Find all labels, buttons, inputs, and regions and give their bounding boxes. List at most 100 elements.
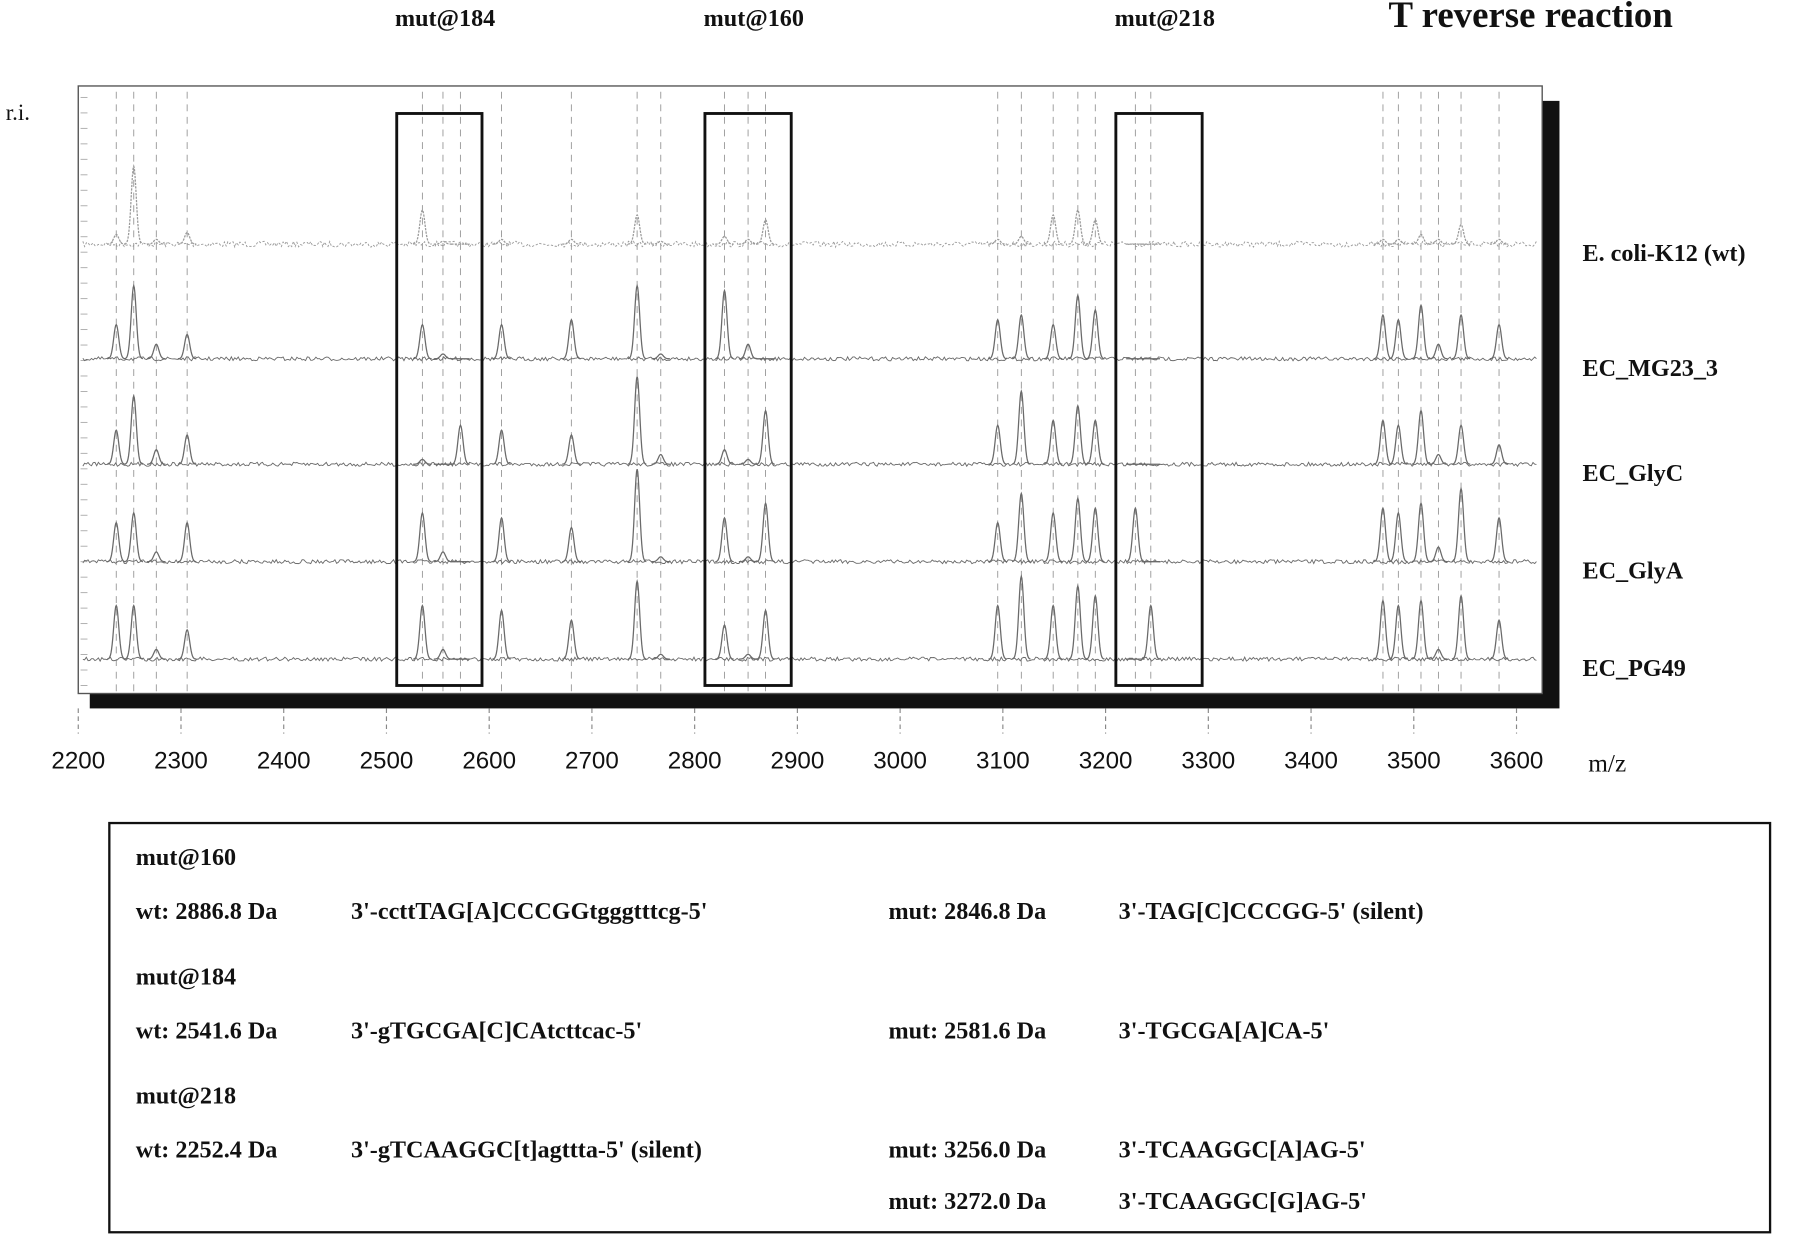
highlight-label: mut@184 <box>395 6 495 32</box>
x-tick-label: 3600 <box>1490 748 1544 775</box>
x-tick-label: 3400 <box>1284 748 1338 775</box>
peak <box>627 376 647 465</box>
x-tick-label: 2300 <box>154 748 208 775</box>
peak <box>1411 598 1431 660</box>
peak <box>1489 238 1509 245</box>
highlight-box <box>395 112 484 687</box>
peak <box>1429 238 1448 245</box>
peak <box>756 409 775 465</box>
x-axis-label: m/z <box>1588 750 1626 778</box>
peak <box>1389 604 1408 660</box>
x-tick-label: 2400 <box>257 748 311 775</box>
x-tick-label: 3000 <box>873 748 927 775</box>
plot-area <box>77 85 1543 695</box>
peak <box>433 353 453 360</box>
peak <box>1411 303 1431 360</box>
peak <box>562 618 581 660</box>
peak <box>715 623 734 660</box>
peak <box>562 433 581 465</box>
peak <box>1043 419 1063 465</box>
peak <box>1068 293 1088 360</box>
peak <box>451 423 470 465</box>
x-tick-label: 3200 <box>1079 748 1133 775</box>
mut-sequence: 3'-TCAAGGC[G]AG-5' <box>1119 1189 1367 1215</box>
peak <box>106 323 126 360</box>
peak <box>106 521 126 563</box>
peak <box>1373 598 1393 660</box>
chart-title: T reverse reaction <box>1389 0 1673 35</box>
peak <box>124 511 143 563</box>
peak <box>413 323 432 360</box>
y-axis-label: r.i. <box>6 100 30 125</box>
peak <box>756 218 775 245</box>
peak <box>1086 419 1105 465</box>
peak <box>1389 238 1408 245</box>
peak <box>1011 491 1031 563</box>
highlight-box <box>703 112 793 687</box>
peak <box>1012 235 1031 245</box>
peak <box>1085 593 1105 660</box>
x-tick-label: 2500 <box>360 748 414 775</box>
peak <box>1085 218 1105 245</box>
peak <box>1411 501 1431 563</box>
peak <box>147 551 166 563</box>
peak <box>988 604 1007 660</box>
peak <box>1043 213 1063 245</box>
peak <box>1011 389 1031 465</box>
peak <box>1068 496 1088 563</box>
peak <box>433 551 453 563</box>
highlight-label: mut@160 <box>704 6 804 32</box>
peak <box>413 604 432 660</box>
baseline-noise <box>82 239 1537 249</box>
peak <box>1012 313 1031 360</box>
peak <box>715 516 734 563</box>
peak <box>1489 323 1509 360</box>
peak <box>107 233 126 245</box>
trace-label: EC_GlyA <box>1582 559 1683 585</box>
trace-label: E. coli-K12 (wt) <box>1582 241 1745 267</box>
peak <box>413 458 432 465</box>
peak <box>1451 486 1471 563</box>
peak <box>106 429 126 465</box>
peak <box>1086 506 1105 563</box>
mut-mass: mut: 3272.0 Da <box>888 1189 1046 1215</box>
peak <box>715 235 734 245</box>
peak <box>492 516 511 563</box>
x-tick-label: 3100 <box>976 748 1030 775</box>
trace-label: EC_PG49 <box>1582 656 1685 682</box>
peak <box>1451 223 1471 245</box>
peak <box>413 209 432 245</box>
peak <box>738 343 758 360</box>
peak <box>1373 419 1393 465</box>
peak <box>1411 409 1431 465</box>
mut-mass: mut: 2581.6 Da <box>888 1018 1046 1044</box>
peak <box>988 521 1008 563</box>
group-title: mut@184 <box>136 964 236 990</box>
baseline-noise <box>82 558 1537 565</box>
baseline-noise <box>82 656 1537 663</box>
x-tick-label: 2700 <box>565 748 619 775</box>
peak <box>1489 443 1509 465</box>
peak <box>738 556 758 563</box>
peak <box>1429 546 1448 563</box>
peak <box>627 469 647 563</box>
peak <box>177 231 197 245</box>
group-title: mut@218 <box>136 1084 236 1110</box>
peak <box>124 394 144 465</box>
peak <box>651 353 670 360</box>
wt-sequence: 3'-ccttTAG[A]CCCGGtgggtttcg-5' <box>351 899 707 925</box>
peak <box>1429 453 1448 465</box>
peak <box>147 238 166 245</box>
peak <box>1373 313 1393 360</box>
peak <box>738 458 758 465</box>
peak <box>413 511 432 563</box>
peak <box>1429 343 1448 360</box>
peak <box>1126 506 1145 563</box>
x-tick-label: 3500 <box>1387 748 1441 775</box>
peak <box>715 448 734 465</box>
wt-mass: wt: 2886.8 Da <box>136 899 278 925</box>
peak <box>651 453 670 465</box>
x-tick-label: 2900 <box>771 748 825 775</box>
